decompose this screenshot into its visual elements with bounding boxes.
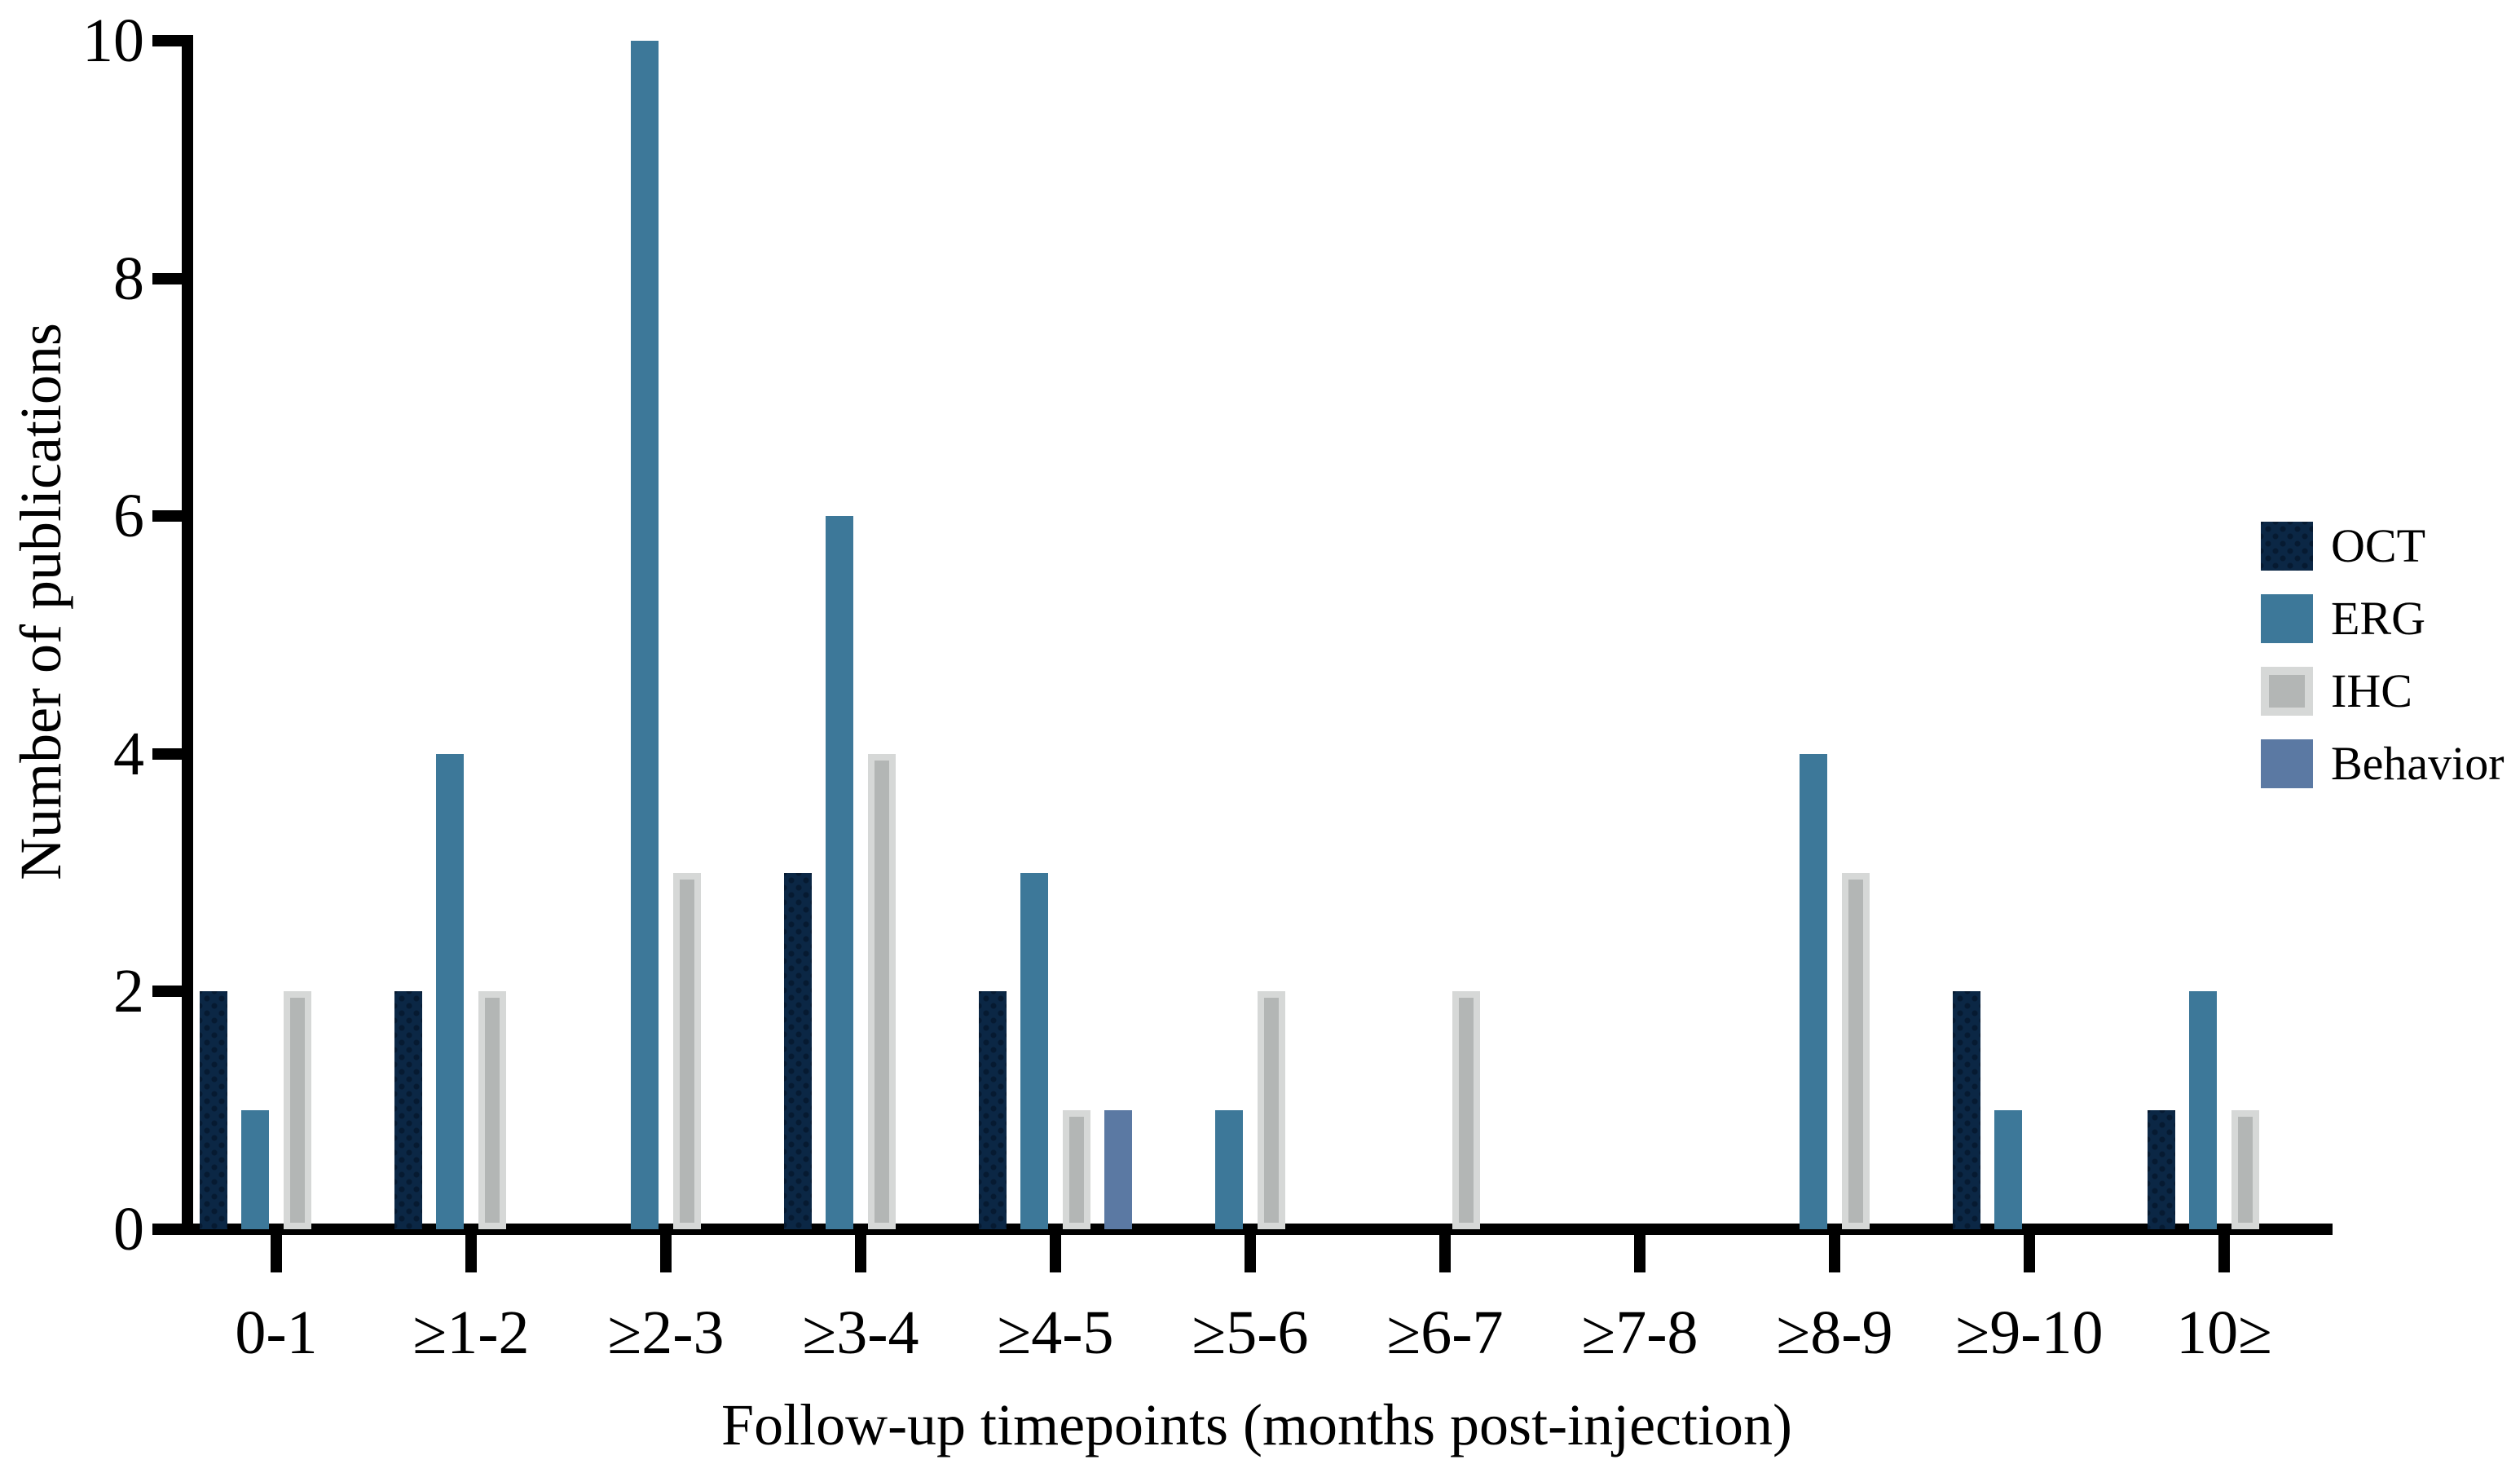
legend-swatch-behavior — [2261, 739, 2313, 788]
bar-ihc-≥1-2 — [478, 991, 506, 1229]
y-tick — [152, 35, 182, 46]
x-tick-label: 10≥ — [2176, 1299, 2272, 1367]
legend-label-erg: ERG — [2331, 592, 2425, 645]
x-tick-label: ≥9-10 — [1955, 1299, 2104, 1367]
bar-erg-10≥ — [2189, 991, 2218, 1229]
legend-item-oct: OCT — [2261, 522, 2505, 571]
x-tick — [660, 1235, 672, 1272]
bar-oct-≥9-10 — [1952, 991, 1980, 1229]
x-tick — [1634, 1235, 1645, 1272]
x-tick — [465, 1235, 477, 1272]
y-tick — [152, 510, 182, 523]
x-tick-label: ≥6-7 — [1386, 1299, 1504, 1367]
bar-erg-0-1 — [241, 1110, 270, 1229]
x-tick — [855, 1235, 866, 1272]
bar-ihc-10≥ — [2231, 1110, 2259, 1229]
x-tick-label: ≥3-4 — [802, 1299, 919, 1367]
y-axis-title: Number of publications — [8, 323, 73, 880]
y-tick-label: 2 — [113, 957, 144, 1026]
bar-oct-≥4-5 — [978, 991, 1007, 1229]
legend-label-ihc: IHC — [2331, 664, 2412, 717]
bar-ihc-≥2-3 — [672, 872, 701, 1229]
bar-erg-≥9-10 — [1994, 1110, 2023, 1229]
y-tick — [152, 986, 182, 998]
x-tick-label: ≥2-3 — [607, 1299, 725, 1367]
bar-ihc-≥3-4 — [867, 753, 896, 1229]
bar-erg-≥1-2 — [436, 753, 465, 1229]
bar-erg-≥5-6 — [1215, 1110, 1244, 1229]
bar-ihc-≥5-6 — [1257, 991, 1285, 1229]
y-tick-label: 8 — [113, 244, 144, 313]
y-tick — [152, 747, 182, 760]
bar-ihc-0-1 — [283, 991, 311, 1229]
x-tick-label: ≥8-9 — [1776, 1299, 1893, 1367]
x-tick-label: ≥5-6 — [1192, 1299, 1309, 1367]
x-tick — [1439, 1235, 1451, 1272]
legend-item-erg: ERG — [2261, 594, 2505, 643]
x-axis-line — [182, 1224, 2333, 1235]
bar-erg-≥4-5 — [1020, 872, 1049, 1229]
bar-oct-≥3-4 — [783, 872, 812, 1229]
legend-label-behavior: Behavior — [2331, 737, 2505, 790]
x-tick — [2218, 1235, 2230, 1272]
y-axis-line — [182, 35, 193, 1235]
x-tick-label: ≥7-8 — [1581, 1299, 1698, 1367]
x-tick — [2024, 1235, 2035, 1272]
legend-swatch-oct — [2261, 522, 2313, 571]
bar-oct-0-1 — [199, 991, 227, 1229]
bar-erg-≥3-4 — [826, 516, 854, 1229]
bar-ihc-≥4-5 — [1062, 1110, 1090, 1229]
y-tick-label: 0 — [113, 1195, 144, 1263]
x-axis-title: Follow-up timepoints (months post-inject… — [721, 1392, 1792, 1457]
bar-erg-≥2-3 — [631, 41, 659, 1229]
x-tick — [271, 1235, 282, 1272]
bar-ihc-≥6-7 — [1452, 991, 1480, 1229]
legend: OCT ERG IHC Behavior — [2261, 522, 2505, 788]
legend-label-oct: OCT — [2331, 519, 2425, 572]
x-tick — [1050, 1235, 1061, 1272]
legend-item-ihc: IHC — [2261, 667, 2505, 716]
bar-ihc-≥8-9 — [1841, 872, 1870, 1229]
y-tick-label: 4 — [113, 719, 144, 788]
x-tick-label: ≥4-5 — [997, 1299, 1114, 1367]
bar-behavior-≥4-5 — [1104, 1110, 1133, 1229]
y-tick-label: 6 — [113, 482, 144, 551]
x-tick — [1829, 1235, 1840, 1272]
legend-swatch-ihc — [2261, 667, 2313, 716]
bar-erg-≥8-9 — [1800, 753, 1828, 1229]
x-tick-label: 0-1 — [235, 1299, 318, 1367]
legend-swatch-erg — [2261, 594, 2313, 643]
y-tick — [152, 1224, 182, 1235]
x-tick-label: ≥1-2 — [412, 1299, 530, 1367]
x-tick — [1245, 1235, 1256, 1272]
y-tick — [152, 272, 182, 284]
legend-item-behavior: Behavior — [2261, 739, 2505, 788]
bar-oct-≥1-2 — [394, 991, 422, 1229]
bar-oct-10≥ — [2147, 1110, 2175, 1229]
y-tick-label: 10 — [82, 7, 144, 75]
